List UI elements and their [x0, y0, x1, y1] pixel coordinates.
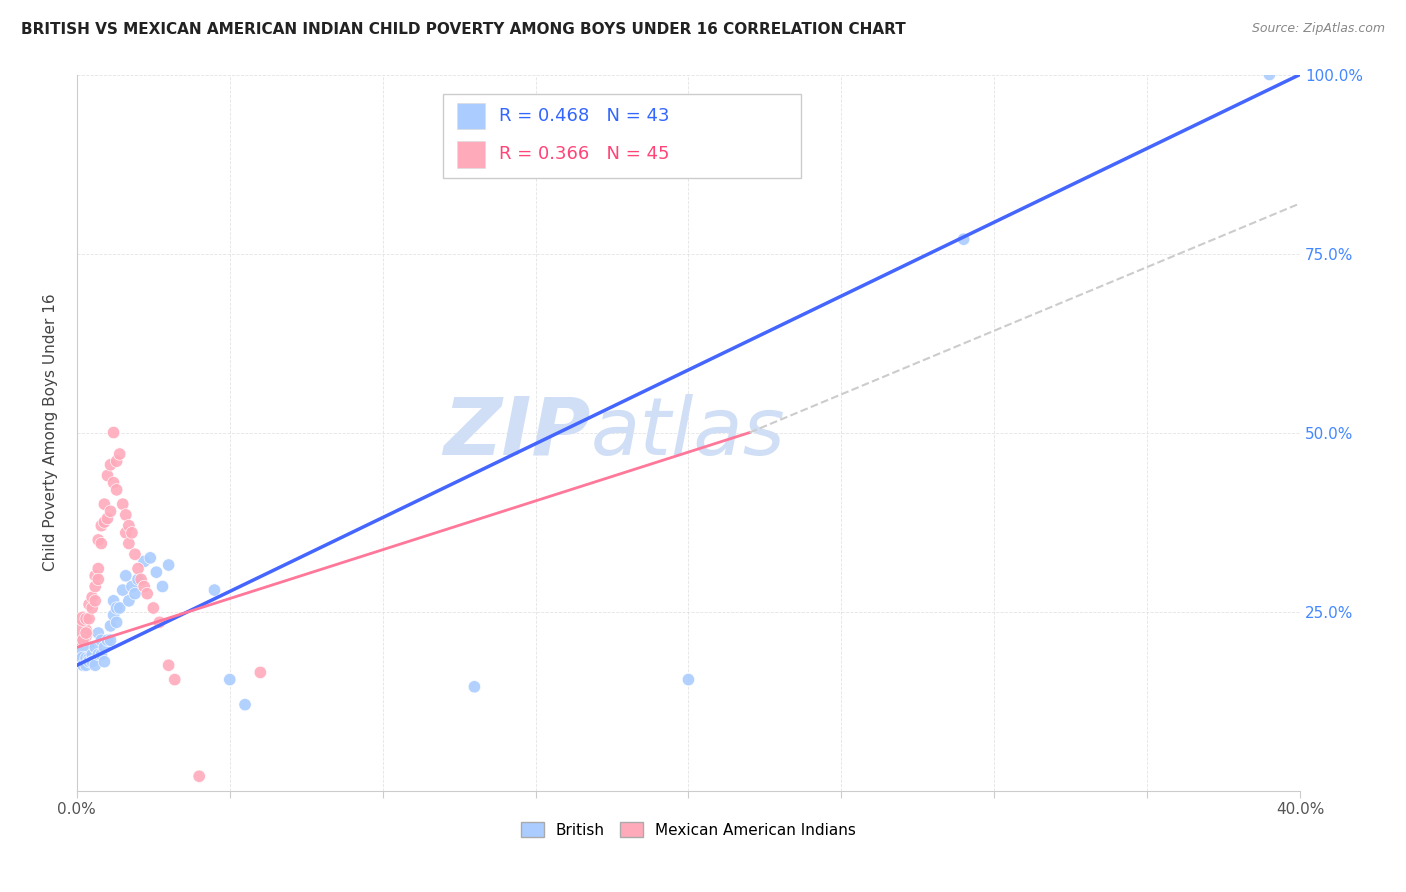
- Point: [84, 568, 107, 582]
- Point: [121, 525, 143, 540]
- Point: [100, 619, 122, 633]
- Text: BRITISH VS MEXICAN AMERICAN INDIAN CHILD POVERTY AMONG BOYS UNDER 16 CORRELATION: BRITISH VS MEXICAN AMERICAN INDIAN CHILD…: [21, 22, 905, 37]
- Point: [148, 615, 170, 630]
- Point: [249, 665, 271, 680]
- Point: [118, 536, 141, 550]
- Point: [136, 587, 159, 601]
- Point: [233, 698, 256, 712]
- Point: [952, 232, 974, 246]
- Point: [72, 651, 94, 665]
- Point: [118, 518, 141, 533]
- Point: [127, 561, 149, 575]
- Point: [84, 640, 107, 655]
- Point: [75, 626, 97, 640]
- Point: [157, 658, 180, 673]
- Point: [96, 468, 118, 483]
- Point: [82, 591, 104, 605]
- Point: [114, 568, 136, 582]
- Point: [70, 644, 93, 658]
- Point: [124, 547, 146, 561]
- Point: [84, 580, 107, 594]
- Point: [105, 454, 128, 468]
- Point: [142, 601, 165, 615]
- Point: [157, 558, 180, 572]
- Point: [90, 633, 112, 648]
- Point: [82, 601, 104, 615]
- Point: [77, 651, 100, 665]
- Point: [90, 536, 112, 550]
- Point: [100, 633, 122, 648]
- Legend: British, Mexican American Indians: British, Mexican American Indians: [515, 815, 862, 844]
- Point: [111, 583, 134, 598]
- Point: [108, 601, 131, 615]
- Point: [82, 655, 104, 669]
- Point: [1258, 68, 1281, 82]
- Point: [100, 458, 122, 472]
- Point: [118, 594, 141, 608]
- Point: [218, 673, 240, 687]
- Point: [111, 497, 134, 511]
- Point: [84, 594, 107, 608]
- Point: [152, 580, 174, 594]
- Point: [87, 561, 110, 575]
- Point: [69, 626, 91, 640]
- Point: [463, 680, 485, 694]
- Point: [163, 673, 186, 687]
- Point: [77, 598, 100, 612]
- Point: [96, 633, 118, 648]
- Point: [108, 447, 131, 461]
- Text: atlas: atlas: [591, 393, 786, 472]
- Point: [87, 626, 110, 640]
- Point: [105, 601, 128, 615]
- Point: [93, 497, 115, 511]
- Point: [93, 640, 115, 655]
- Point: [100, 504, 122, 518]
- Text: ZIP: ZIP: [443, 393, 591, 472]
- Point: [204, 583, 226, 598]
- Point: [103, 475, 125, 490]
- Point: [134, 580, 156, 594]
- Point: [75, 651, 97, 665]
- Point: [82, 648, 104, 662]
- Text: R = 0.468   N = 43: R = 0.468 N = 43: [499, 107, 669, 125]
- Point: [75, 612, 97, 626]
- Point: [145, 565, 167, 579]
- Point: [84, 658, 107, 673]
- Point: [72, 633, 94, 648]
- Point: [105, 483, 128, 497]
- Point: [87, 572, 110, 586]
- Point: [114, 525, 136, 540]
- Point: [77, 655, 100, 669]
- Point: [87, 648, 110, 662]
- Point: [103, 608, 125, 623]
- Point: [72, 658, 94, 673]
- Point: [77, 612, 100, 626]
- Text: Source: ZipAtlas.com: Source: ZipAtlas.com: [1251, 22, 1385, 36]
- Point: [134, 554, 156, 568]
- Point: [678, 673, 700, 687]
- Point: [75, 658, 97, 673]
- Point: [127, 572, 149, 586]
- Point: [121, 580, 143, 594]
- Text: R = 0.366   N = 45: R = 0.366 N = 45: [499, 145, 669, 163]
- Point: [72, 612, 94, 626]
- Point: [93, 515, 115, 529]
- Point: [93, 655, 115, 669]
- Point: [90, 648, 112, 662]
- Point: [124, 587, 146, 601]
- Point: [105, 615, 128, 630]
- Point: [87, 533, 110, 547]
- Point: [103, 425, 125, 440]
- Point: [103, 594, 125, 608]
- Y-axis label: Child Poverty Among Boys Under 16: Child Poverty Among Boys Under 16: [44, 293, 58, 572]
- Point: [96, 511, 118, 525]
- Point: [188, 769, 211, 783]
- Point: [129, 572, 152, 586]
- Point: [139, 550, 162, 565]
- Point: [114, 508, 136, 522]
- Point: [90, 518, 112, 533]
